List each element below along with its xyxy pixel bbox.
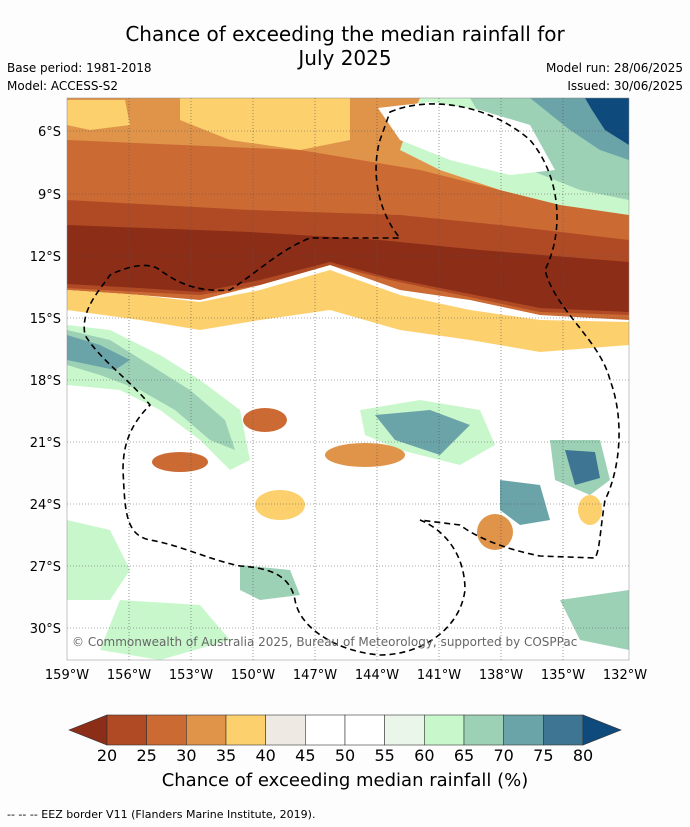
colorbar-swatch [463,714,504,746]
dry-patch-northwest [67,100,130,130]
lon-label: 141°W [417,668,461,683]
colorbar-tick-label: 45 [295,746,315,765]
base-period: Base period: 1981-2018 [7,61,152,75]
copyright-text: © Commonwealth of Australia 2025, Bureau… [72,635,577,649]
wet-region-southwest [67,520,130,600]
lat-label: 21°S [30,436,61,451]
dry-patch-3 [325,443,405,467]
lon-label: 147°W [293,668,337,683]
dry-patch-1 [243,408,287,432]
gridlines [67,98,629,660]
colorbar-swatch [305,714,346,746]
model-run: Model run: 28/06/2025 [545,61,683,75]
colorbar-tick-label: 35 [216,746,236,765]
dry-band-core [67,225,629,312]
colorbar-tick-label: 40 [255,746,275,765]
lat-label: 15°S [30,312,61,327]
model-name: Model: ACCESS-S2 [7,79,119,93]
colorbar-tick-label: 25 [136,746,156,765]
colorbar-tick-label: 60 [414,746,434,765]
lat-labels: 6°S 9°S 12°S 15°S 18°S 21°S 24°S 27°S 30… [30,125,61,637]
eez-border [83,103,620,656]
colorbar-arrow-high [582,714,622,746]
colorbar-tick-label: 20 [97,746,117,765]
colorbar-tick-label: 65 [454,746,474,765]
colorbar-tick-label: 70 [493,746,513,765]
colorbar-tick-label: 50 [335,746,355,765]
map-frame [66,97,630,661]
title-line-1: Chance of exceeding the median rainfall … [125,22,565,46]
wet-patch-south [240,565,300,600]
colorbar-tick-label: 55 [374,746,394,765]
colorbar-swatch [186,714,227,746]
lon-label: 144°W [355,668,399,683]
colorbar-arrow-low [68,714,108,746]
colorbar-swatch [503,714,544,746]
issued-date: Issued: 30/06/2025 [567,79,683,93]
lon-label: 156°W [107,668,151,683]
dry-band-edge [67,270,629,352]
chart-title: Chance of exceeding the median rainfall … [0,22,690,70]
lat-label: 24°S [30,498,61,513]
colorbar-label: Chance of exceeding median rainfall (%) [161,770,529,791]
lat-label: 9°S [38,188,61,203]
wet-patch-southeast [500,480,550,525]
title-line-2: July 2025 [298,46,392,70]
eez-interior-north [378,102,555,175]
wet-patch-southeast-corner [560,590,629,650]
colorbar-swatch [146,714,187,746]
colorbar-tick-label: 80 [573,746,593,765]
dry-patch-4 [255,490,305,520]
wet-region-northeast-core [585,98,629,145]
lat-label: 6°S [38,125,61,140]
colorbar-tick-label: 75 [533,746,553,765]
lon-label: 150°W [231,668,275,683]
colorbar-swatch [225,714,266,746]
colorbar-swatch [384,714,425,746]
lon-label: 153°W [169,668,213,683]
lon-label: 132°W [603,668,647,683]
lat-label: 18°S [30,374,61,389]
wet-region-south [100,600,230,660]
lat-label: 30°S [30,622,61,637]
colorbar-swatch [106,714,147,746]
colorbar-tick-label: 30 [176,746,196,765]
wet-patch-central-core [375,410,470,455]
dry-patch-north [180,98,350,150]
map-field [67,98,629,660]
lat-label: 12°S [30,250,61,265]
dry-patch-5 [477,514,513,550]
colorbar-swatch [265,714,306,746]
base-info: Base period: 1981-2018 Model: ACCESS-S2 [7,59,152,95]
dry-patch-2 [152,452,208,472]
colorbar: 20 25 30 35 40 45 50 55 60 65 70 75 80 [68,714,622,765]
lat-label: 27°S [30,560,61,575]
run-info: Model run: 28/06/2025 Issued: 30/06/2025 [546,59,683,95]
lon-label: 159°W [45,668,89,683]
dry-patch-6 [578,495,602,525]
colorbar-swatch [543,714,584,746]
colorbar-swatch [344,714,385,746]
lon-label: 138°W [479,668,523,683]
lon-labels: 159°W 156°W 153°W 150°W 147°W 144°W 141°… [45,668,647,683]
eez-footnote: -- -- -- EEZ border V11 (Flanders Marine… [7,808,316,821]
wet-patch-east-core [565,450,600,485]
colorbar-swatch [424,714,465,746]
lon-label: 135°W [541,668,585,683]
